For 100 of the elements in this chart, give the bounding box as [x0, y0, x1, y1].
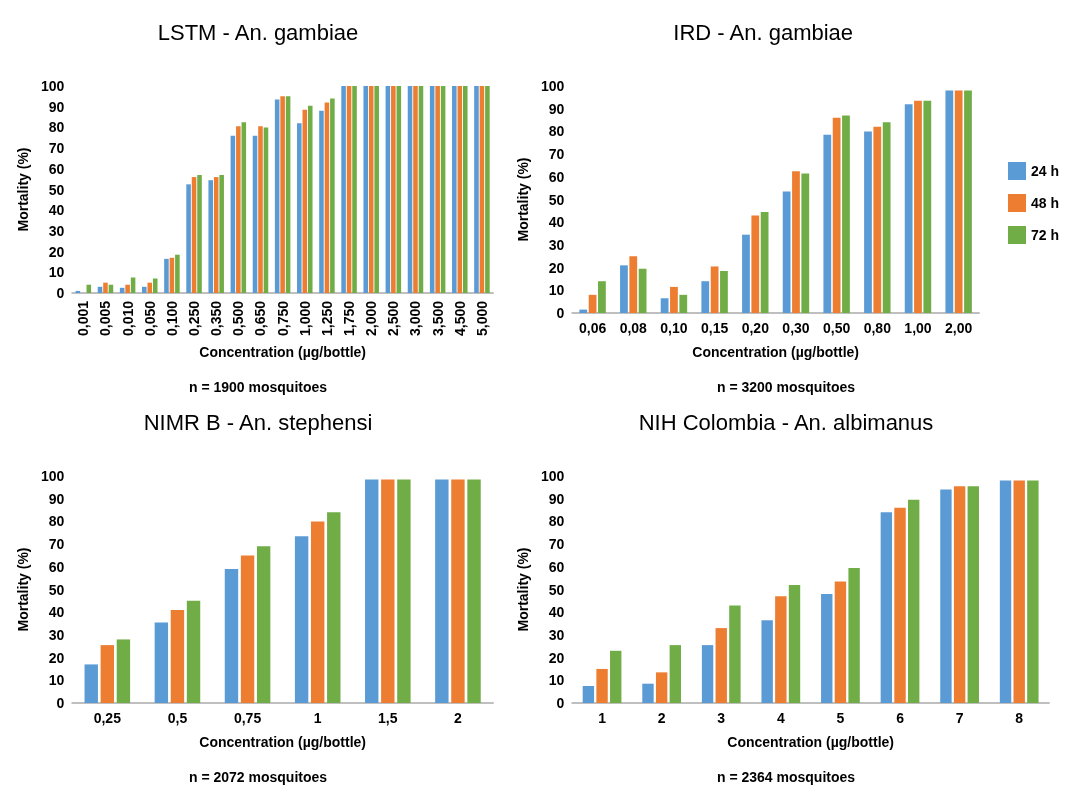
x-tick-label: 0,750	[274, 300, 291, 337]
x-tick-label: 0,10	[660, 320, 688, 336]
bar	[397, 479, 411, 703]
y-tick-label: 90	[48, 98, 65, 115]
bar	[297, 123, 302, 293]
bar	[319, 110, 324, 293]
bar	[894, 507, 906, 703]
bar	[381, 479, 395, 703]
x-tick-label: 1	[313, 710, 322, 726]
chart-title: NIH Colombia - An. albimanus	[638, 409, 934, 435]
text: n = 2072 mosquitoes	[188, 769, 328, 785]
bar	[792, 171, 800, 313]
bar	[629, 256, 638, 313]
bar	[1027, 480, 1039, 703]
y-tick-label: 60	[548, 558, 565, 575]
bar	[669, 645, 682, 703]
y-tick-label: 80	[548, 123, 565, 140]
x-tick-label: 0,350	[208, 300, 225, 337]
chart-title: NIMR B - An. stephensi	[143, 409, 373, 435]
bar	[842, 115, 850, 313]
y-tick-label: 90	[548, 100, 565, 117]
y-tick-label: 30	[48, 222, 65, 239]
bar	[907, 499, 920, 703]
bar	[598, 281, 606, 313]
bar	[882, 122, 891, 313]
bar	[873, 126, 882, 313]
y-axis-title: Mortality (%)	[15, 547, 31, 632]
x-tick-label: 1,250	[318, 300, 335, 337]
text: n = 3200 mosquitoes	[716, 379, 856, 395]
legend-label: 48 h	[1030, 195, 1059, 211]
bar	[964, 90, 972, 313]
bar	[341, 86, 346, 293]
x-tick-label: 0,50	[823, 320, 851, 336]
chart-title: LSTM - An. gambiae	[157, 19, 359, 45]
y-tick-label: 10	[548, 672, 565, 689]
x-tick-label: 0,20	[741, 320, 770, 336]
y-tick-label: 40	[548, 604, 565, 621]
bar	[186, 184, 191, 293]
bar	[579, 309, 588, 313]
bar	[474, 86, 479, 293]
x-tick-label: 0,75	[233, 710, 262, 726]
y-tick-label: 60	[548, 168, 565, 185]
bar	[452, 86, 457, 293]
bar	[945, 90, 954, 313]
y-tick-label: 60	[48, 558, 65, 575]
text: n = 2364 mosquitoes	[716, 769, 856, 785]
x-tick-label: 0,30	[782, 320, 810, 336]
y-axis-title: Mortality (%)	[515, 157, 531, 242]
x-tick-label: 3,000	[407, 300, 424, 337]
bar	[751, 215, 760, 313]
x-tick-label: 0,250	[186, 300, 203, 337]
bar	[596, 668, 608, 703]
bar	[954, 90, 963, 313]
bar	[715, 628, 727, 703]
x-tick-label: 2	[454, 710, 463, 726]
y-tick-label: 100	[40, 468, 65, 484]
x-tick-label: 0,5	[167, 710, 188, 726]
bar	[823, 134, 832, 313]
bar	[880, 512, 893, 703]
x-tick-label: 0,001	[75, 300, 92, 337]
y-axis-title: Mortality (%)	[15, 147, 31, 232]
bar	[914, 100, 922, 313]
bar	[208, 180, 213, 293]
bar	[701, 281, 710, 313]
bar	[655, 672, 668, 703]
y-tick-label: 80	[548, 513, 565, 530]
y-tick-label: 50	[48, 581, 65, 598]
bar	[224, 569, 239, 703]
bar	[638, 268, 647, 313]
bar	[729, 605, 741, 703]
y-tick-label: 30	[548, 626, 565, 643]
bar	[967, 486, 979, 703]
x-tick-label: 3	[717, 710, 726, 726]
y-tick-label: 10	[548, 282, 565, 299]
y-tick-label: 90	[48, 490, 65, 507]
y-tick-label: 0	[56, 695, 65, 711]
bar	[391, 86, 396, 293]
bar	[801, 173, 810, 313]
y-tick-label: 100	[40, 78, 65, 94]
bar	[365, 479, 379, 703]
bar	[363, 86, 369, 293]
x-tick-label: 1,000	[296, 300, 313, 337]
y-tick-label: 80	[48, 513, 65, 530]
x-tick-label: 8	[1015, 710, 1024, 726]
bar	[330, 98, 335, 293]
bar	[170, 609, 185, 703]
legend-label: 24 h	[1030, 163, 1059, 179]
bar	[834, 581, 847, 703]
x-tick-label: 1	[598, 710, 607, 726]
x-tick-label: 2,00	[945, 320, 973, 336]
bar	[904, 104, 913, 313]
bar	[435, 479, 449, 703]
bar	[670, 286, 678, 313]
x-tick-label: 5,000	[473, 300, 490, 337]
bar	[940, 489, 952, 703]
bar	[240, 555, 255, 703]
bar	[142, 286, 147, 293]
bar	[352, 86, 357, 293]
y-tick-label: 40	[48, 202, 65, 219]
x-axis-title: Concentration (µg/bottle)	[199, 344, 366, 360]
